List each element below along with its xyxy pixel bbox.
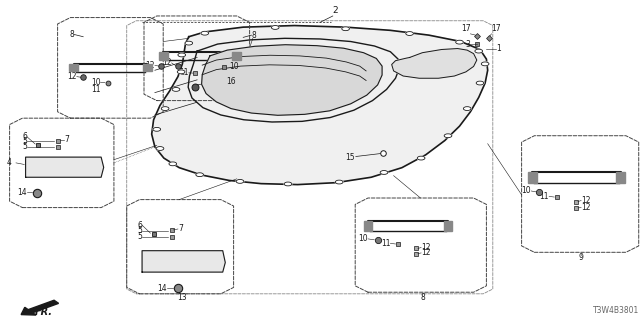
Text: 14: 14 <box>157 284 167 292</box>
Text: 16: 16 <box>226 77 236 86</box>
Circle shape <box>481 62 489 66</box>
Bar <box>69 64 78 71</box>
Text: 11: 11 <box>540 192 549 201</box>
Text: 14: 14 <box>17 188 27 197</box>
Text: 3: 3 <box>465 40 470 49</box>
Text: 8: 8 <box>252 31 256 40</box>
Text: 5: 5 <box>137 226 142 235</box>
Text: 12: 12 <box>581 196 591 205</box>
Text: 6: 6 <box>137 221 142 230</box>
Circle shape <box>456 40 463 44</box>
Text: 12: 12 <box>581 203 591 212</box>
Polygon shape <box>202 45 382 115</box>
Circle shape <box>185 41 193 45</box>
Text: 12: 12 <box>145 61 155 70</box>
Circle shape <box>196 173 204 177</box>
Text: 7: 7 <box>178 225 183 234</box>
Circle shape <box>201 31 209 35</box>
Bar <box>232 52 241 60</box>
Text: 11: 11 <box>91 85 100 94</box>
Circle shape <box>335 180 343 184</box>
Circle shape <box>156 147 164 150</box>
Circle shape <box>271 26 279 29</box>
Text: 2: 2 <box>333 6 339 15</box>
Text: 11: 11 <box>179 68 189 77</box>
Text: 13: 13 <box>177 293 188 302</box>
Text: 5: 5 <box>137 232 142 242</box>
Polygon shape <box>152 26 488 185</box>
Text: 9: 9 <box>579 253 584 262</box>
Text: 12: 12 <box>421 248 431 257</box>
Circle shape <box>406 32 413 36</box>
Circle shape <box>153 127 161 131</box>
Circle shape <box>161 107 169 110</box>
Text: 17: 17 <box>492 24 501 33</box>
Circle shape <box>417 156 425 160</box>
Text: 10: 10 <box>229 62 239 71</box>
Text: 10: 10 <box>358 234 368 244</box>
Text: 17: 17 <box>461 24 470 33</box>
Circle shape <box>177 70 185 74</box>
Text: 12: 12 <box>162 59 172 68</box>
Polygon shape <box>142 251 225 272</box>
FancyArrow shape <box>21 300 59 315</box>
Text: T3W4B3801: T3W4B3801 <box>593 306 639 315</box>
Text: FR.: FR. <box>35 307 52 317</box>
Text: 1: 1 <box>496 44 500 53</box>
Text: 8: 8 <box>70 30 74 39</box>
Text: 11: 11 <box>381 239 390 248</box>
Circle shape <box>169 162 177 166</box>
Text: 6: 6 <box>22 132 27 141</box>
Text: 7: 7 <box>64 135 69 144</box>
Circle shape <box>475 49 483 53</box>
Text: 5: 5 <box>22 142 27 151</box>
Text: 10: 10 <box>522 187 531 196</box>
Circle shape <box>476 81 484 85</box>
Bar <box>616 172 625 183</box>
Polygon shape <box>26 157 104 177</box>
Circle shape <box>236 180 244 183</box>
Circle shape <box>178 53 186 57</box>
Text: 10: 10 <box>91 78 100 87</box>
Text: 5: 5 <box>22 137 27 146</box>
Circle shape <box>284 182 292 186</box>
Text: 12: 12 <box>67 72 77 81</box>
Bar <box>364 221 372 231</box>
Circle shape <box>444 134 452 138</box>
Circle shape <box>463 107 471 110</box>
Text: 8: 8 <box>420 293 425 302</box>
Text: 15: 15 <box>345 153 355 162</box>
Bar <box>444 221 452 231</box>
Bar <box>528 172 537 183</box>
Text: 12: 12 <box>421 243 431 252</box>
Circle shape <box>172 87 180 91</box>
Circle shape <box>380 171 388 174</box>
Bar <box>159 52 168 60</box>
Circle shape <box>342 27 349 31</box>
Bar <box>143 64 152 71</box>
Text: 4: 4 <box>6 158 12 167</box>
Polygon shape <box>392 49 477 78</box>
